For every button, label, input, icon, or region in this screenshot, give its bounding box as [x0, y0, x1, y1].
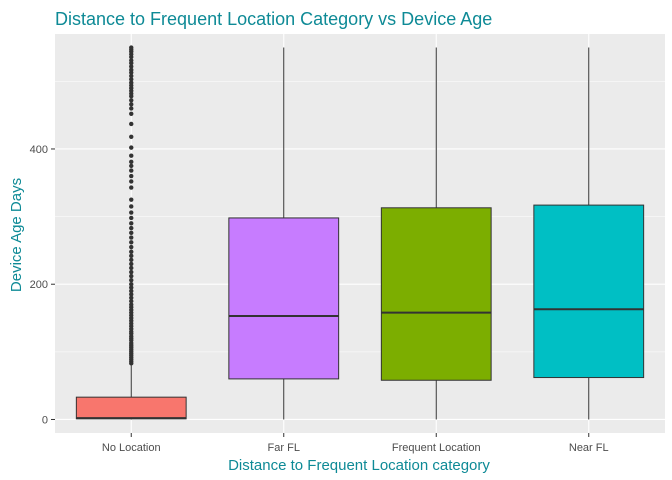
x-tick-label: Frequent Location: [392, 442, 481, 454]
x-tick-label: Far FL: [268, 442, 300, 454]
y-axis-title: Device Age Days: [8, 178, 25, 292]
box-body: [75, 396, 187, 420]
outlier-point: [129, 153, 134, 158]
x-axis-ticks: No Location Far FL Frequent Location Near F…: [102, 433, 609, 454]
outlier-point: [129, 67, 134, 73]
y-tick-label: 400: [30, 144, 48, 156]
outlier-point: [129, 249, 134, 254]
y-tick-label: 0: [42, 414, 48, 426]
outlier-point: [129, 292, 134, 297]
outlier-point: [129, 253, 134, 259]
x-tick-label: No Location: [102, 442, 161, 454]
chart-title: Distance to Frequent Location Category v…: [55, 9, 492, 29]
outlier-point: [129, 221, 134, 226]
outlier-point: [129, 225, 134, 231]
outlier-point: [129, 210, 134, 215]
outlier-point: [129, 179, 134, 184]
box-no-location: [75, 45, 187, 420]
boxes: [75, 45, 645, 420]
outlier-point: [129, 106, 134, 111]
outlier-point: [129, 269, 134, 275]
outlier-point: [129, 173, 134, 179]
outlier-point: [129, 265, 134, 271]
outlier-point: [129, 58, 134, 63]
outlier-point: [129, 204, 134, 209]
box-body: [228, 217, 340, 380]
outlier-point: [129, 215, 134, 221]
y-axis-ticks: 0 200 400: [30, 144, 55, 426]
outlier-point: [129, 77, 134, 82]
outlier-point: [129, 45, 134, 50]
outlier-point: [129, 145, 134, 150]
outlier-point: [129, 185, 134, 190]
outlier-point: [129, 102, 134, 107]
outlier-point: [129, 277, 134, 283]
y-tick-label: 200: [30, 279, 48, 291]
x-axis-title: Distance to Frequent Location category: [228, 457, 490, 474]
box-near-fl: [533, 47, 645, 420]
outlier-point: [129, 197, 134, 202]
box-frequent-location: [380, 47, 492, 420]
outlier-point: [129, 273, 134, 279]
outlier-point: [129, 163, 134, 169]
box-body: [533, 204, 645, 379]
outlier-point: [129, 285, 134, 290]
outlier-point: [129, 230, 134, 236]
outlier-point: [129, 302, 134, 307]
outlier-point: [129, 282, 134, 287]
outlier-point: [129, 80, 134, 85]
outlier-point: [129, 288, 134, 294]
box-far-fl: [228, 47, 340, 420]
outlier-point: [129, 134, 134, 139]
outlier-point: [129, 121, 134, 127]
outlier-point: [129, 64, 134, 69]
outlier-point: [129, 240, 134, 245]
box-body: [380, 207, 492, 381]
outlier-point: [129, 295, 134, 300]
outlier-point: [129, 244, 134, 250]
outlier-point: [129, 111, 134, 117]
outlier-point: [129, 159, 134, 165]
outlier-point: [129, 257, 134, 263]
x-tick-label: Near FL: [569, 442, 609, 454]
outlier-point: [129, 98, 134, 103]
outlier-point: [129, 261, 134, 267]
outlier-point: [129, 235, 134, 240]
outlier-point: [129, 298, 134, 304]
outlier-point: [129, 168, 134, 173]
outlier-point: [129, 73, 134, 79]
